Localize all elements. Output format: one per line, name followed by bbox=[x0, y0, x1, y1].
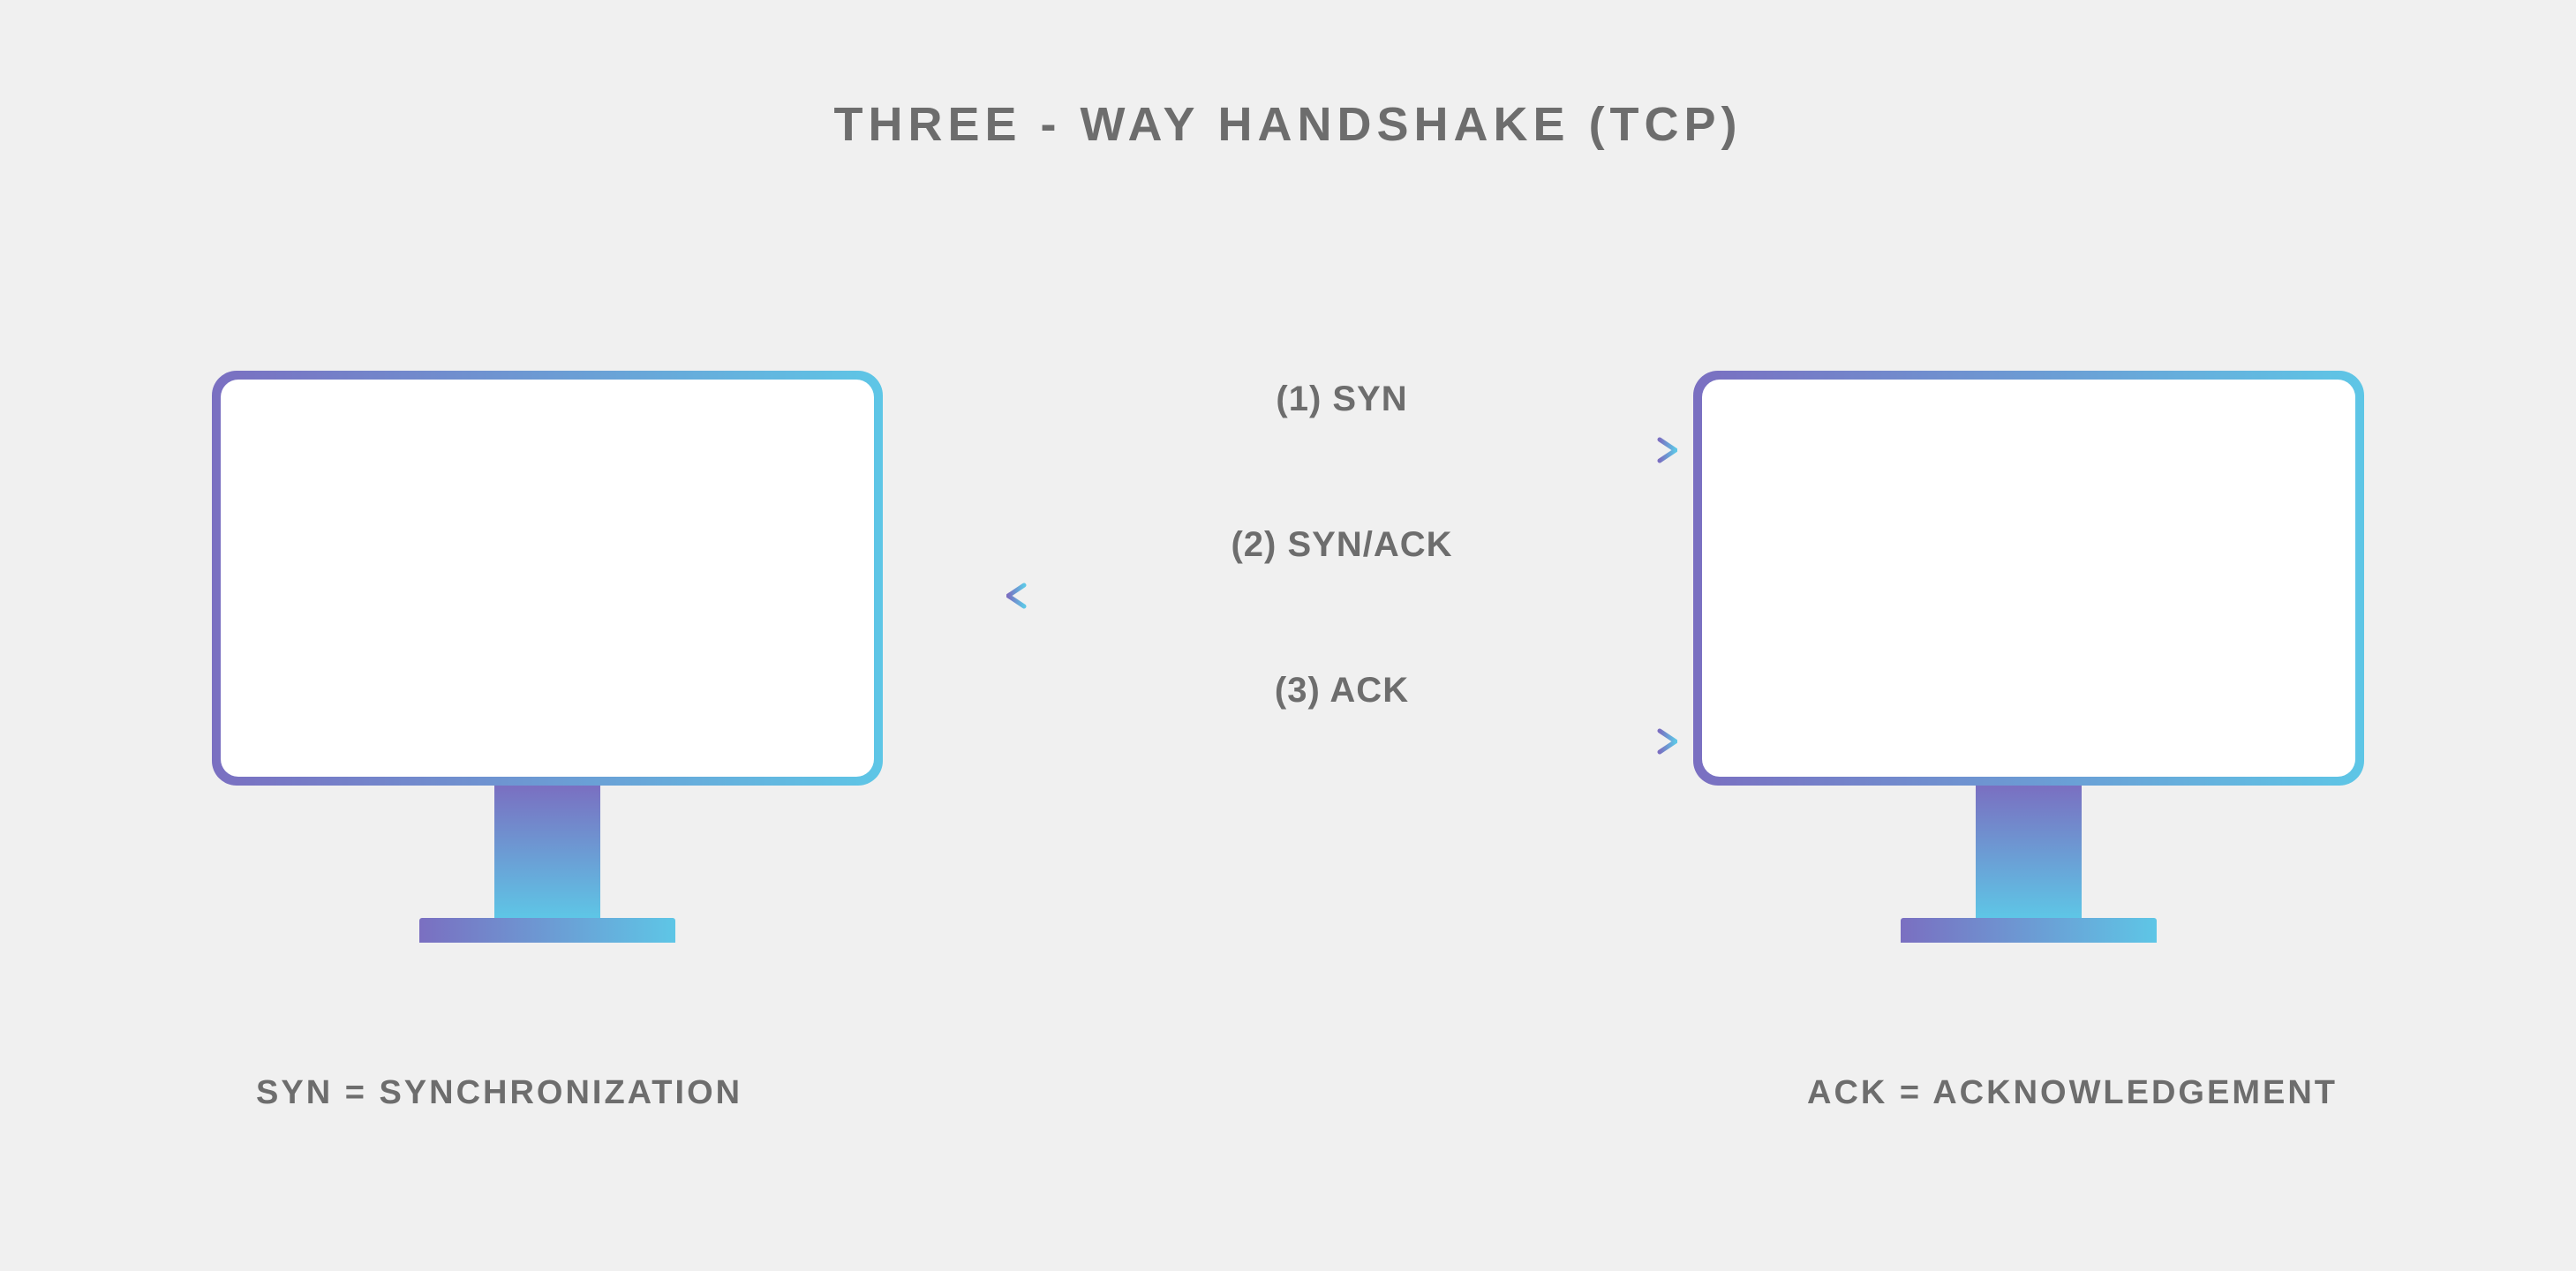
monitor-stand-base bbox=[1901, 918, 2157, 943]
monitor-screen bbox=[1702, 380, 2355, 777]
monitor-stand-neck bbox=[1976, 786, 2082, 918]
syn-caption: SYN = SYNCHRONIZATION bbox=[256, 1074, 742, 1112]
arrow-right-icon bbox=[1006, 437, 1677, 463]
handshake-steps: (1) SYN (2) SYN/ACK (3) ACK bbox=[1006, 380, 1677, 816]
step-1-label: (1) SYN bbox=[1006, 380, 1677, 419]
step-2-label: (2) SYN/ACK bbox=[1006, 525, 1677, 565]
monitor-screen bbox=[221, 380, 874, 777]
diagram-title: THREE - WAY HANDSHAKE (TCP) bbox=[0, 97, 2576, 152]
client-monitor-icon bbox=[212, 371, 883, 943]
monitor-screen-border bbox=[212, 371, 883, 786]
server-monitor-icon bbox=[1693, 371, 2364, 943]
monitor-stand-base bbox=[419, 918, 675, 943]
ack-caption: ACK = ACKNOWLEDGEMENT bbox=[1807, 1074, 2338, 1112]
step-2: (2) SYN/ACK bbox=[1006, 525, 1677, 609]
monitor-screen-border bbox=[1693, 371, 2364, 786]
monitor-stand-neck bbox=[494, 786, 600, 918]
step-3-label: (3) ACK bbox=[1006, 671, 1677, 711]
arrow-right-icon bbox=[1006, 728, 1677, 755]
step-3: (3) ACK bbox=[1006, 671, 1677, 755]
step-1: (1) SYN bbox=[1006, 380, 1677, 463]
diagram-canvas: THREE - WAY HANDSHAKE (TCP) (1) SYN (2) … bbox=[0, 0, 2576, 1271]
arrow-left-icon bbox=[1006, 583, 1677, 609]
